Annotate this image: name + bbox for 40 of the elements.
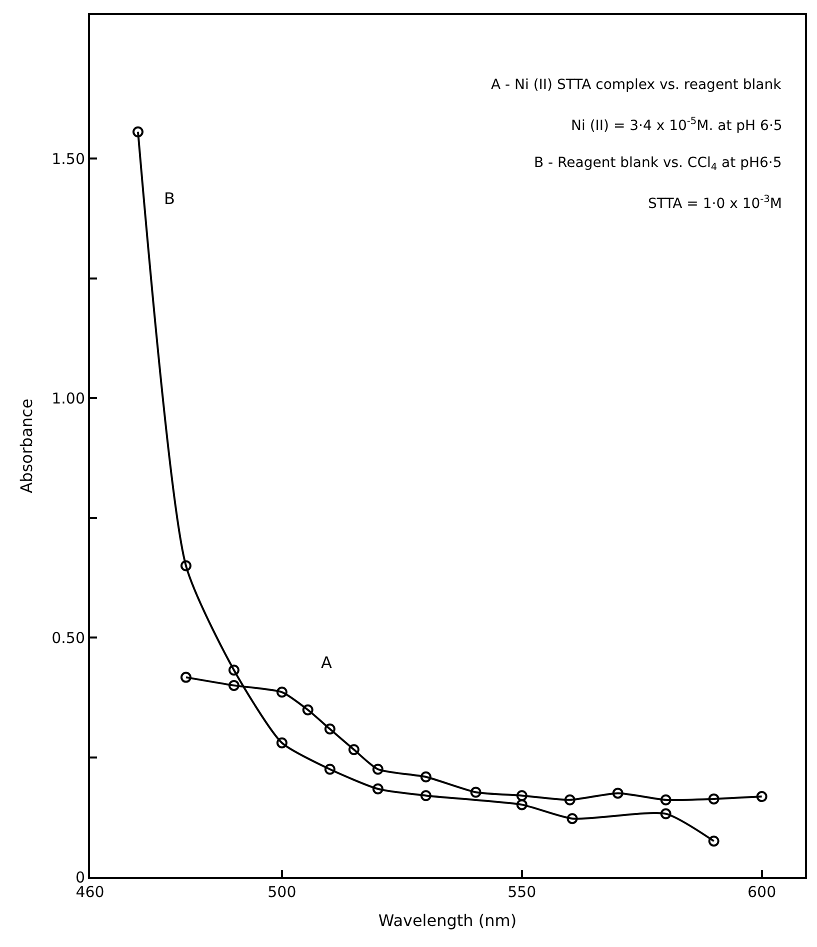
point bbox=[420, 790, 432, 802]
x-tick-label: 500 bbox=[268, 883, 296, 901]
point bbox=[420, 771, 432, 782]
point bbox=[228, 664, 240, 676]
point bbox=[470, 786, 482, 798]
point bbox=[708, 836, 720, 847]
point bbox=[324, 724, 336, 735]
point bbox=[180, 560, 192, 572]
point bbox=[276, 686, 288, 698]
point bbox=[660, 794, 672, 806]
point bbox=[708, 793, 720, 804]
point bbox=[228, 680, 240, 691]
y-tick-label: 1.50 bbox=[52, 150, 85, 168]
annotation: B bbox=[164, 189, 175, 208]
point bbox=[516, 790, 528, 802]
point bbox=[348, 744, 360, 756]
annotation: B - Reagent blank vs. CCl$_{4}$ at pH6·5 bbox=[534, 155, 782, 173]
point bbox=[756, 791, 768, 802]
x-tick-label: 550 bbox=[508, 883, 536, 901]
annotation: A bbox=[321, 653, 332, 672]
annotation: Ni (II) = 3·4 x 10$^{-5}$M. at pH 6·5 bbox=[571, 116, 782, 134]
point bbox=[372, 764, 384, 775]
y-axis-title: Absorbance bbox=[16, 398, 36, 494]
annotation: A - Ni (II) STTA complex vs. reagent blank bbox=[491, 77, 782, 93]
annotation: STTA = 1·0 x 10$^{-3}$M bbox=[648, 194, 782, 212]
point bbox=[612, 788, 624, 799]
point bbox=[372, 783, 384, 794]
point bbox=[564, 794, 576, 806]
point bbox=[516, 799, 528, 810]
point bbox=[132, 126, 144, 138]
point bbox=[660, 808, 672, 820]
x-tick-label: 600 bbox=[747, 883, 776, 901]
y-tick-label: 1.00 bbox=[52, 389, 85, 408]
point bbox=[324, 764, 336, 775]
y-tick-label: 0.50 bbox=[52, 628, 85, 647]
point bbox=[566, 813, 578, 824]
point bbox=[180, 672, 192, 683]
point bbox=[276, 737, 288, 748]
point bbox=[302, 704, 314, 716]
x-axis-title: Wavelength (nm) bbox=[378, 911, 517, 930]
